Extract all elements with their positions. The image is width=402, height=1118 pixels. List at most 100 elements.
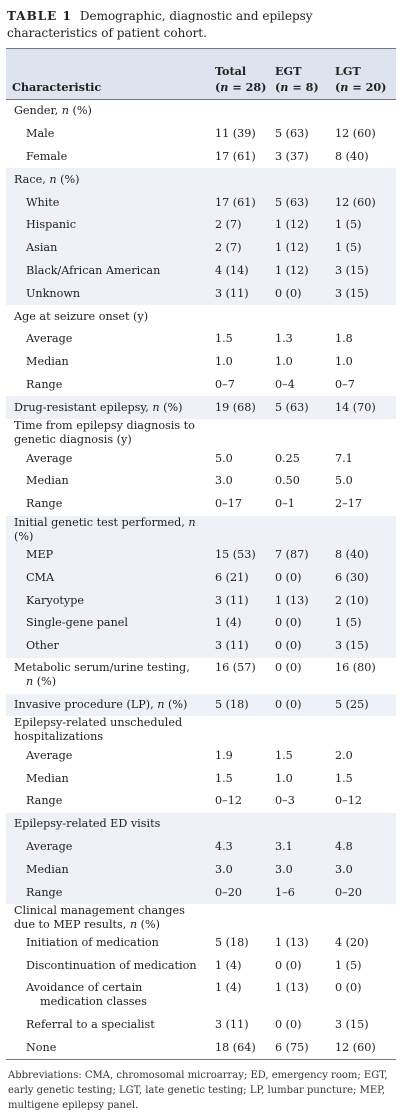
row-label: Range bbox=[26, 794, 63, 808]
egt-value: 1 (12) bbox=[275, 218, 309, 232]
total-value: 15 (53) bbox=[215, 547, 256, 561]
table-row: Other 3 (11) 0 (0) 3 (15) bbox=[6, 634, 396, 658]
egt-value: 3.1 bbox=[275, 839, 293, 853]
total-value: 1 (4) bbox=[215, 616, 242, 630]
table-row: Range 0–20 1–6 0–20 bbox=[6, 881, 396, 904]
row-label-line1: Avoidance of certain bbox=[26, 980, 143, 994]
egt-value: 0 (0) bbox=[275, 1017, 302, 1031]
egt-value bbox=[271, 419, 331, 447]
total-value bbox=[211, 813, 271, 836]
egt-value bbox=[271, 716, 331, 744]
lgt-value: 14 (70) bbox=[335, 400, 376, 414]
lgt-value: 1 (5) bbox=[335, 241, 362, 255]
row-label: Other bbox=[26, 639, 59, 653]
lgt-value: 12 (60) bbox=[335, 127, 376, 141]
table-row: Median 3.0 0.50 5.0 bbox=[6, 470, 396, 493]
lgt-value: 1 (5) bbox=[335, 218, 362, 232]
total-value: 19 (68) bbox=[215, 400, 256, 414]
section-title: Initial genetic test performed, n (%) bbox=[14, 515, 196, 543]
lgt-value bbox=[331, 305, 396, 328]
lgt-value: 1.8 bbox=[335, 332, 353, 346]
table-row: Female 17 (61) 3 (37) 8 (40) bbox=[6, 146, 396, 169]
section-row: Drug-resistant epilepsy, n (%) 19 (68) 5 (… bbox=[6, 396, 396, 420]
lgt-value: 0 (0) bbox=[335, 980, 362, 994]
total-value: 1.5 bbox=[215, 332, 233, 346]
egt-value: 1 (13) bbox=[275, 593, 309, 607]
section-title: Invasive procedure (LP), n (%) bbox=[14, 697, 188, 711]
table-body: Gender, n (%) Male 11 (39) 5 (63) 12 (60) Fem… bbox=[6, 100, 396, 1061]
lgt-value bbox=[331, 168, 396, 191]
total-value bbox=[211, 305, 271, 328]
table-row: Average 1.5 1.3 1.8 bbox=[6, 328, 396, 351]
egt-value: 1.5 bbox=[275, 748, 293, 762]
total-value: 1 (4) bbox=[215, 959, 242, 973]
header-egt-label: EGT bbox=[275, 64, 302, 78]
table-row: Black/African American 4 (14) 1 (12) 3 (15) bbox=[6, 259, 396, 283]
row-label: Range bbox=[26, 377, 63, 391]
egt-value: 0.25 bbox=[275, 451, 300, 465]
total-value: 3 (11) bbox=[215, 286, 249, 300]
total-value: 2 (7) bbox=[215, 218, 242, 232]
section-title: Clinical management changes due to MEP r… bbox=[14, 903, 185, 931]
total-value: 3 (11) bbox=[215, 639, 249, 653]
header-egt: EGT (n = 8) bbox=[271, 48, 331, 100]
total-value: 1.5 bbox=[215, 771, 233, 785]
egt-value: 0 (0) bbox=[275, 697, 302, 711]
total-value: 6 (21) bbox=[215, 570, 249, 584]
egt-value: 0–1 bbox=[275, 497, 295, 511]
egt-value bbox=[271, 516, 331, 544]
egt-value: 5 (63) bbox=[275, 400, 309, 414]
row-label: Hispanic bbox=[26, 218, 76, 232]
row-label: Average bbox=[26, 839, 73, 853]
row-label: Black/African American bbox=[26, 263, 161, 277]
table-row: Median 1.5 1.0 1.5 bbox=[6, 767, 396, 790]
row-label: None bbox=[6, 1036, 211, 1061]
row-label: Initiation of medication bbox=[26, 936, 159, 950]
lgt-value: 1.0 bbox=[335, 355, 353, 369]
section-row: Clinical management changes due to MEP r… bbox=[6, 904, 396, 932]
row-label: Karyotype bbox=[26, 593, 85, 607]
row-label: Range bbox=[26, 885, 63, 899]
total-value: 2 (7) bbox=[215, 241, 242, 255]
total-value: 18 (64) bbox=[211, 1036, 271, 1061]
egt-value bbox=[271, 904, 331, 932]
table-row: Average 5.0 0.25 7.1 bbox=[6, 447, 396, 470]
header-total-label: Total bbox=[215, 64, 247, 78]
table-row: Range 0–17 0–1 2–17 bbox=[6, 493, 396, 516]
row-label: Average bbox=[26, 451, 73, 465]
row-label: Discontinuation of medication bbox=[26, 959, 197, 973]
egt-value: 0 (0) bbox=[275, 570, 302, 584]
table-header-row: Characteristic Total (n = 28) EGT (n = 8) … bbox=[6, 48, 396, 100]
section-row: Metabolic serum/urine testing, n (%) 16 (5… bbox=[6, 658, 396, 694]
table-row: Hispanic 2 (7) 1 (12) 1 (5) bbox=[6, 213, 396, 237]
section-row: Age at seizure onset (y) bbox=[6, 305, 396, 328]
lgt-value: 5.0 bbox=[335, 474, 353, 488]
table-row: Median 3.0 3.0 3.0 bbox=[6, 858, 396, 882]
header-total: Total (n = 28) bbox=[211, 48, 271, 100]
total-value: 0–12 bbox=[215, 794, 242, 808]
header-characteristic: Characteristic bbox=[6, 48, 211, 100]
row-label: Median bbox=[26, 862, 69, 876]
section-title: Time from epilepsy diagnosis to genetic … bbox=[14, 419, 195, 447]
total-value bbox=[211, 168, 271, 191]
table-row: Unknown 3 (11) 0 (0) 3 (15) bbox=[6, 282, 396, 306]
table-row: Initiation of medication 5 (18) 1 (13) 4 (2… bbox=[6, 932, 396, 955]
row-label: Unknown bbox=[26, 286, 81, 300]
row-label: Median bbox=[26, 474, 69, 488]
egt-value: 0–4 bbox=[275, 377, 295, 391]
row-label: Average bbox=[26, 332, 73, 346]
table-row: Median 1.0 1.0 1.0 bbox=[6, 351, 396, 374]
table-row: Avoidance of certain medication classes 1 … bbox=[6, 978, 396, 1014]
lgt-value: 4 (20) bbox=[335, 936, 369, 950]
lgt-value: 3 (15) bbox=[335, 639, 369, 653]
lgt-value: 1.5 bbox=[335, 771, 353, 785]
egt-value bbox=[271, 100, 331, 123]
row-label: Range bbox=[26, 497, 63, 511]
total-value: 16 (57) bbox=[215, 660, 256, 674]
egt-value: 3 (37) bbox=[275, 149, 309, 163]
section-title: Drug-resistant epilepsy, n (%) bbox=[14, 400, 183, 414]
total-value: 1.0 bbox=[215, 355, 233, 369]
table-row: Male 11 (39) 5 (63) 12 (60) bbox=[6, 123, 396, 146]
egt-value: 0 (0) bbox=[275, 959, 302, 973]
table-row: None 18 (64) 6 (75) 12 (60) bbox=[6, 1036, 396, 1061]
